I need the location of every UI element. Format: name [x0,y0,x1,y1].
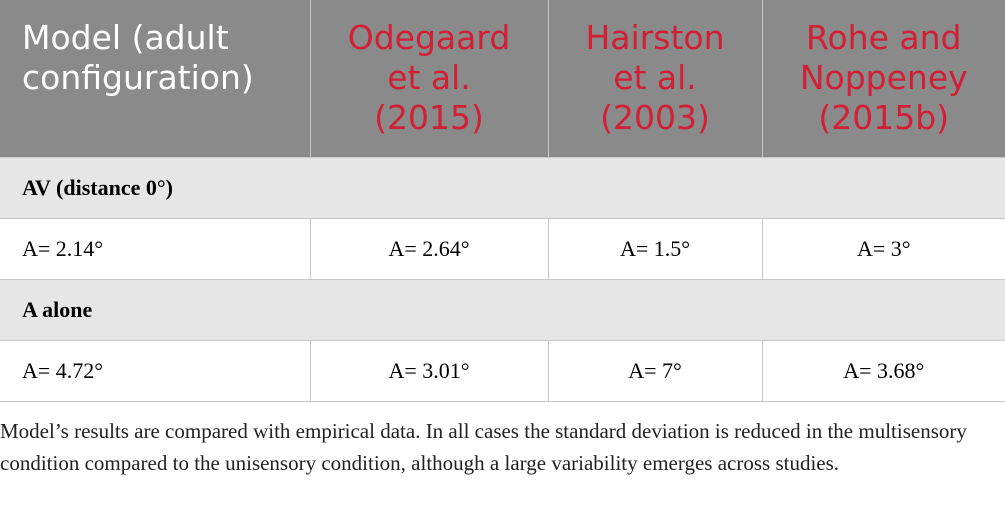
header-line: Odegaard [347,18,511,57]
data-cell: A= 7° [547,339,763,402]
header-line: Model (adult [22,18,229,57]
section-title: AV (distance 0°) [0,156,1005,219]
header-line: configuration) [22,58,254,97]
data-cell: A= 4.72° [0,339,311,402]
header-cell: Hairston et al. (2003) [547,0,762,157]
header-cell: Odegaard et al. (2015) [309,0,548,157]
caption: Model’s results are compared with empiri… [0,418,967,476]
header-line: (2015) [374,98,484,137]
results-table: Model (adult configuration) Odegaard et al.… [0,0,1005,402]
header-text: Odegaard et al. (2015) [311,0,548,138]
header-line: Hairston [585,18,725,57]
table-body: AV (distance 0°) A= 2.14° A= 2.64° A= 1.5° A… [0,156,1005,402]
header-cell: Model (adult configuration) [0,0,310,157]
header-line: et al. [387,58,471,97]
header-text: Model (adult configuration) [22,0,310,98]
header-line: (2015b) [818,98,950,137]
data-cell: A= 1.5° [547,217,763,280]
section-title: A alone [0,278,1005,341]
data-row: A= 4.72° A= 3.01° A= 7° A= 3.68° [0,339,1005,402]
section-row: A alone [0,278,1005,341]
header-text: Rohe and Noppeney (2015b) [763,0,1005,138]
data-cell: A= 3.01° [309,339,549,402]
data-cell: A= 2.64° [309,217,549,280]
header-line: Noppeney [799,58,968,97]
header-line: Rohe and [806,18,962,57]
data-cell: A= 2.14° [0,217,311,280]
header-cell: Rohe and Noppeney (2015b) [761,0,1005,157]
data-cell: A= 3° [761,217,1005,280]
section-row: AV (distance 0°) [0,156,1005,219]
data-cell: A= 3.68° [761,339,1005,402]
header-line: (2003) [600,98,710,137]
header-line: et al. [613,58,697,97]
header-text: Hairston et al. (2003) [549,0,762,138]
header-row: Model (adult configuration) Odegaard et al.… [0,0,1005,157]
data-row: A= 2.14° A= 2.64° A= 1.5° A= 3° [0,217,1005,280]
